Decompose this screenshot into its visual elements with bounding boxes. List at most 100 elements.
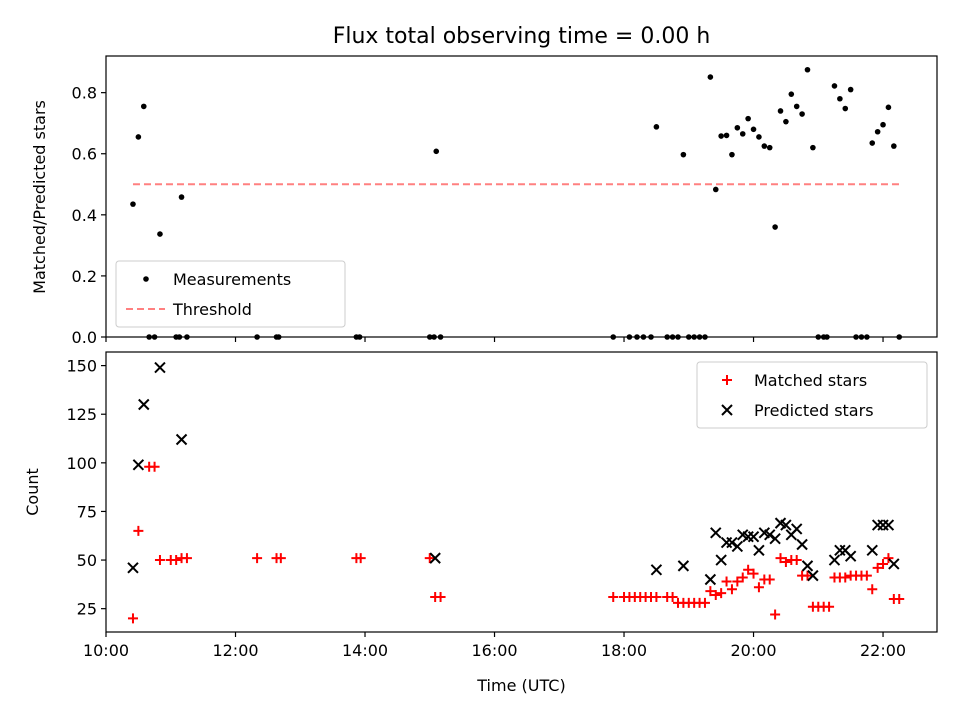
- matched-star-point: [894, 593, 905, 604]
- matched-star-point: [748, 568, 759, 579]
- measurement-point: [810, 144, 816, 151]
- predicted-star-point: [704, 573, 717, 586]
- measurement-point: [739, 131, 746, 137]
- measurement-point: [745, 115, 751, 122]
- matched-star-point: [275, 553, 286, 564]
- matched-star-point: [883, 553, 894, 564]
- measurement-point: [723, 132, 730, 139]
- top-legend: Measurements Threshold: [115, 260, 346, 328]
- measurement-point: [880, 121, 886, 128]
- predicted-star-point: [726, 536, 738, 549]
- legend-label: Threshold: [172, 300, 252, 319]
- bottom-panel: 25 50 75 100 125 150 10:00 12:00 14:00 16:00 18:00…: [66, 351, 938, 660]
- legend-measurement-swatch: [143, 276, 149, 282]
- matched-star-point: [721, 576, 732, 587]
- matched-star-point: [252, 553, 263, 564]
- predicted-star-point: [866, 544, 878, 557]
- top-legend-box: [115, 260, 346, 328]
- matched-star-point: [651, 592, 662, 602]
- measurement-point: [831, 83, 838, 89]
- matched-star-point: [872, 562, 883, 573]
- measurement-point: [130, 201, 136, 207]
- predicted-star-point: [877, 519, 889, 531]
- measurement-point: [804, 66, 811, 73]
- top-y-axis-label: Matched/Predicted stars: [30, 100, 49, 294]
- predicted-star-point: [154, 361, 166, 374]
- measurement-point: [729, 151, 735, 158]
- matched-star-point: [753, 582, 764, 593]
- measurement-point: [718, 133, 724, 139]
- matched-star-point: [802, 570, 813, 581]
- matched-star-point: [710, 590, 721, 601]
- measurement-point: [793, 103, 800, 110]
- measurement-point: [766, 144, 773, 151]
- predicted-star-point: [650, 564, 663, 576]
- predicted-star-point: [796, 538, 808, 551]
- predicted-star-point: [677, 560, 690, 572]
- measurement-point: [433, 148, 440, 155]
- predicted-star-point: [888, 558, 900, 570]
- predicted-star-point: [807, 569, 819, 582]
- bottom-y-tick-label: 75: [77, 502, 97, 521]
- measurement-point: [140, 103, 147, 110]
- matched-star-point: [770, 609, 781, 620]
- matched-star-point: [867, 584, 878, 595]
- measurement-point: [885, 104, 892, 111]
- matched-star-point: [608, 592, 619, 602]
- legend-label: Predicted stars: [754, 401, 874, 420]
- predicted-star-point: [801, 560, 814, 572]
- predicted-star-point: [720, 536, 733, 549]
- bottom-axes-frame: [105, 351, 938, 633]
- predicted-star-point: [790, 523, 803, 535]
- measurement-point: [707, 74, 714, 80]
- matched-star-point: [775, 553, 786, 564]
- legend-matched-swatch: [722, 375, 732, 385]
- matched-star-point: [127, 613, 138, 624]
- measurement-point: [783, 118, 789, 125]
- measurement-point: [777, 108, 784, 114]
- matched-star-point: [840, 572, 851, 583]
- bottom-y-tick-label: 150: [66, 357, 97, 376]
- predicted-star-point: [834, 544, 846, 557]
- predicted-star-point: [753, 544, 765, 557]
- predicted-star-point: [764, 529, 776, 541]
- measurement-point: [756, 134, 762, 140]
- matched-star-point: [424, 553, 435, 564]
- top-y-tick-label: 0.6: [72, 145, 97, 164]
- matched-star-point: [355, 553, 366, 564]
- matched-star-point: [732, 576, 743, 587]
- predicted-star-point: [731, 540, 744, 553]
- x-tick-label: 20:00: [730, 641, 776, 660]
- x-tick-label: 14:00: [342, 641, 388, 660]
- measurement-point: [799, 111, 805, 117]
- measurement-point: [135, 134, 142, 140]
- predicted-star-point: [429, 552, 441, 564]
- bottom-y-tick-label: 50: [77, 551, 97, 570]
- predicted-star-point: [138, 398, 150, 411]
- measurement-point: [837, 95, 843, 102]
- matched-star-point: [154, 555, 165, 566]
- measurement-point: [734, 124, 741, 131]
- predicted-star-point: [780, 519, 792, 531]
- measurement-point: [761, 143, 768, 149]
- matched-star-point: [705, 586, 716, 597]
- matched-star-point: [861, 570, 872, 581]
- predicted-star-point: [844, 550, 857, 562]
- top-y-tick-label: 0.8: [72, 84, 97, 103]
- matched-star-point: [726, 584, 737, 595]
- top-y-tick-label: 0.2: [72, 267, 97, 286]
- measurement-point: [680, 151, 687, 158]
- predicted-star-point: [882, 519, 895, 531]
- bottom-y-tick-label: 25: [77, 600, 97, 619]
- matched-star-point: [824, 601, 835, 612]
- predicted-star-point: [769, 532, 781, 545]
- x-tick-label: 18:00: [601, 641, 647, 660]
- measurement-point: [712, 186, 719, 193]
- measurement-point: [847, 86, 854, 93]
- measurement-point: [157, 231, 163, 237]
- measurement-point: [842, 105, 849, 112]
- x-axis-label: Time (UTC): [476, 676, 565, 695]
- x-tick-label: 22:00: [860, 641, 906, 660]
- legend-label: Measurements: [173, 270, 291, 289]
- predicted-star-point: [828, 554, 841, 566]
